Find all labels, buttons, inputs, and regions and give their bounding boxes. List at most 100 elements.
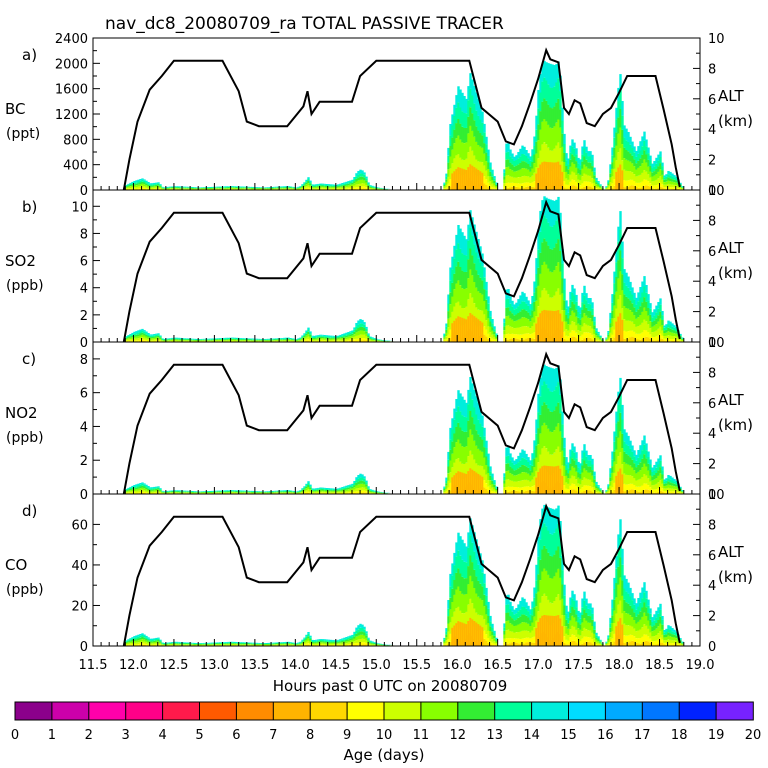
- tracer-column-band: [571, 330, 574, 337]
- tracer-column-band: [517, 183, 520, 188]
- tracer-column-band: [135, 334, 138, 337]
- tracer-column-band: [351, 335, 354, 338]
- tracer-column-band: [487, 491, 490, 494]
- tracer-column-band: [577, 323, 580, 331]
- tracer-column-band: [469, 227, 472, 249]
- tracer-column-band: [349, 186, 352, 188]
- tracer-column-band: [337, 492, 340, 494]
- tracer-column-band: [493, 178, 496, 181]
- tracer-column-band: [623, 180, 626, 188]
- tracer-column-band: [185, 187, 188, 188]
- tracer-column-band: [331, 335, 334, 337]
- tracer-column-band: [521, 317, 524, 327]
- tracer-column-band: [347, 188, 350, 190]
- tracer-column-band: [169, 338, 172, 340]
- tracer-column-band: [327, 336, 330, 338]
- tracer-column-band: [667, 320, 670, 325]
- tracer-core-band: [473, 167, 476, 190]
- tracer-column-band: [513, 338, 516, 342]
- tracer-column-band: [483, 457, 486, 470]
- tracer-column-band: [309, 188, 312, 190]
- tracer-column-band: [215, 492, 218, 493]
- tracer-column-band: [353, 185, 356, 188]
- tracer-column-band: [649, 303, 652, 309]
- tracer-column-band: [155, 491, 158, 493]
- tracer-column-band: [607, 188, 610, 190]
- tracer-column-band: [167, 339, 170, 340]
- tracer-column-band: [547, 63, 550, 85]
- tracer-column-band: [565, 178, 568, 185]
- tracer-core-band: [545, 465, 548, 494]
- tracer-column-band: [165, 491, 168, 492]
- tracer-core-band: [467, 316, 470, 342]
- tracer-column-band: [255, 491, 258, 492]
- tracer-column-band: [275, 492, 278, 493]
- tracer-column-band: [643, 140, 646, 151]
- tracer-column-band: [293, 492, 296, 493]
- tracer-column-band: [641, 311, 644, 323]
- tracer-column-band: [139, 179, 142, 181]
- tracer-column-band: [275, 339, 278, 340]
- tracer-column-band: [211, 339, 214, 341]
- tracer-column-band: [259, 340, 262, 342]
- tracer-column-band: [141, 334, 144, 338]
- tracer-column-band: [483, 183, 486, 190]
- tracer-column-band: [677, 340, 680, 342]
- tracer-column-band: [167, 339, 170, 341]
- tracer-column-band: [459, 248, 462, 267]
- tracer-column-band: [509, 473, 512, 481]
- tracer-column-band: [507, 166, 510, 176]
- tracer-column-band: [321, 491, 324, 493]
- tracer-column-band: [623, 158, 626, 170]
- tracer-column-band: [459, 427, 462, 444]
- tracer-column-band: [509, 303, 512, 312]
- tracer-column-band: [521, 168, 524, 177]
- tracer-column-band: [297, 491, 300, 492]
- tracer-column-band: [559, 91, 562, 110]
- tracer-column-band: [125, 491, 128, 493]
- tracer-column-band: [549, 226, 552, 249]
- tracer-column-band: [591, 302, 594, 309]
- tracer-column-band: [293, 491, 296, 492]
- tracer-column-band: [483, 277, 486, 290]
- tracer-column-band: [529, 328, 532, 335]
- tracer-column-band: [129, 187, 132, 189]
- tracer-column-band: [281, 187, 284, 188]
- tracer-column-band: [145, 185, 148, 187]
- tracer-column-band: [623, 125, 626, 138]
- tracer-column-band: [133, 188, 136, 190]
- tracer-column-band: [235, 339, 238, 341]
- tracer-column-band: [653, 340, 656, 342]
- tracer-column-band: [345, 487, 348, 489]
- unit-label: (ppb): [6, 278, 44, 294]
- tracer-column-band: [167, 186, 170, 188]
- tracer-column-band: [639, 315, 642, 325]
- tracer-column-band: [315, 492, 318, 493]
- tracer-column-band: [641, 339, 644, 342]
- tracer-column-band: [573, 288, 576, 296]
- tracer-column-band: [321, 186, 324, 188]
- tracer-column-band: [667, 335, 670, 339]
- tracer-column-band: [153, 489, 156, 491]
- tracer-column-band: [625, 331, 628, 340]
- tracer-column-band: [369, 490, 372, 492]
- tracer-column-band: [337, 184, 340, 186]
- tracer-core-band: [555, 310, 558, 342]
- tracer-column-band: [131, 335, 134, 338]
- tracer-column-band: [515, 469, 518, 476]
- tracer-column-band: [343, 340, 346, 342]
- tracer-column-band: [665, 332, 668, 336]
- tracer-core-band: [481, 172, 484, 190]
- tracer-column-band: [321, 183, 324, 185]
- tracer-column-band: [641, 181, 644, 188]
- tracer-column-band: [531, 162, 534, 169]
- tracer-column-band: [325, 493, 328, 494]
- tracer-column-band: [623, 330, 626, 339]
- tracer-column-band: [281, 338, 284, 339]
- tracer-column-band: [309, 492, 312, 494]
- tracer-column-band: [355, 338, 358, 341]
- tracer-column-band: [487, 187, 490, 190]
- tracer-column-band: [277, 492, 280, 494]
- tracer-column-band: [517, 491, 520, 494]
- tracer-column-band: [489, 321, 492, 327]
